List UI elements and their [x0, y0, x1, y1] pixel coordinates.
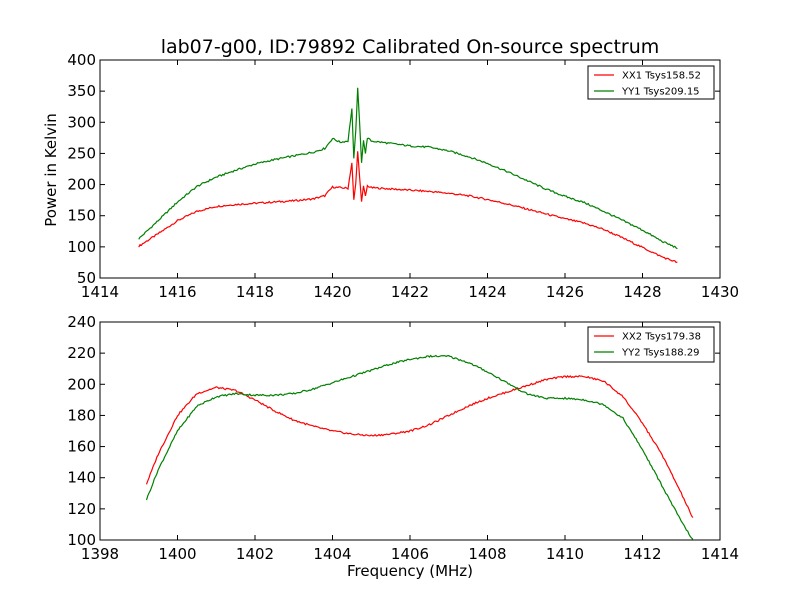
chart-bottom-legend-box: [587, 326, 715, 363]
chart-bottom-ytick-label: 200: [67, 375, 96, 393]
chart-top-ytick-label: 250: [67, 144, 96, 162]
chart-bottom-xtick-label: 1402: [236, 545, 274, 563]
chart-bottom-legend-label-2: YY2 Tsys188.29: [621, 348, 700, 359]
chart-top-series-line-1: [138, 151, 678, 263]
chart-bottom-legend-label-1: XX2 Tsys179.38: [622, 332, 701, 343]
chart-bottom-ytick-label: 120: [67, 500, 96, 518]
chart-top-ytick-label: 100: [67, 238, 96, 256]
chart-top-legend-label-1: XX1 Tsys158.52: [622, 71, 701, 82]
chart-bottom-series-group: [145, 354, 694, 540]
chart-bottom-xtick-label: 1412: [623, 545, 661, 563]
chart-top-legend: XX1 Tsys158.52 YY1 Tsys209.15: [587, 65, 715, 100]
chart-top-ytick-label: 400: [67, 51, 96, 69]
chart-top-series-group: [138, 87, 678, 263]
chart-top-xtick-label: 1430: [701, 283, 739, 301]
chart-bottom-ytick-label: 140: [67, 469, 96, 487]
chart-bottom-xtick-label: 1400: [158, 545, 196, 563]
chart-top-xtick-label: 1428: [623, 283, 661, 301]
chart-bottom-xlabel: Frequency (MHz): [347, 562, 473, 580]
chart-top-xtick-label: 1420: [313, 283, 351, 301]
chart-top-xtick-label: 1424: [468, 283, 506, 301]
chart-bottom-xtick-label: 1398: [81, 545, 119, 563]
chart-top-xtick-label: 1426: [546, 283, 584, 301]
chart-bottom: 1398 1400 1402 1404 1406 1408 1410 1412 1414 100 1…: [67, 313, 739, 580]
chart-bottom-ytick-label: 240: [67, 313, 96, 331]
chart-top-ytick-label: 300: [67, 113, 96, 131]
chart-bottom-legend: XX2 Tsys179.38 YY2 Tsys188.29: [587, 326, 715, 363]
chart-top-ytick-label: 50: [77, 269, 96, 287]
chart-bottom-ytick-label: 100: [67, 531, 96, 549]
chart-top-ticks: 1414 1416 1418 1420 1422 1424 1426 1428 1430 50 10…: [67, 51, 739, 301]
chart-bottom-xtick-label: 1414: [701, 545, 739, 563]
chart-top-legend-box: [587, 65, 715, 100]
chart-top-ytick-label: 350: [67, 82, 96, 100]
chart-top-series-line-2: [138, 87, 678, 250]
chart-bottom-xtick-label: 1410: [546, 545, 584, 563]
chart-bottom-xtick-label: 1408: [468, 545, 506, 563]
chart-bottom-xtick-label: 1404: [313, 545, 351, 563]
chart-top-xtick-label: 1418: [236, 283, 274, 301]
chart-bottom-series-line-2: [145, 354, 694, 540]
chart-top-xtick-label: 1422: [391, 283, 429, 301]
chart-bottom-ytick-label: 180: [67, 406, 96, 424]
chart-bottom-ytick-label: 160: [67, 438, 96, 456]
chart-bottom-xtick-label: 1406: [391, 545, 429, 563]
chart-top: lab07-g00, ID:79892 Calibrated On-source…: [42, 36, 739, 301]
chart-bottom-series-line-1: [145, 374, 694, 518]
chart-top-legend-label-2: YY1 Tsys209.15: [621, 87, 700, 98]
chart-top-ylabel: Power in Kelvin: [42, 113, 60, 227]
chart-top-xtick-label: 1414: [81, 283, 119, 301]
chart-top-ytick-label: 150: [67, 207, 96, 225]
chart-bottom-ytick-label: 220: [67, 344, 96, 362]
chart-bottom-ticks: 1398 1400 1402 1404 1406 1408 1410 1412 1414 100 1…: [67, 313, 739, 563]
chart-top-ytick-label: 200: [67, 176, 96, 194]
chart-top-xtick-label: 1416: [158, 283, 196, 301]
chart-top-title: lab07-g00, ID:79892 Calibrated On-source…: [161, 36, 660, 58]
